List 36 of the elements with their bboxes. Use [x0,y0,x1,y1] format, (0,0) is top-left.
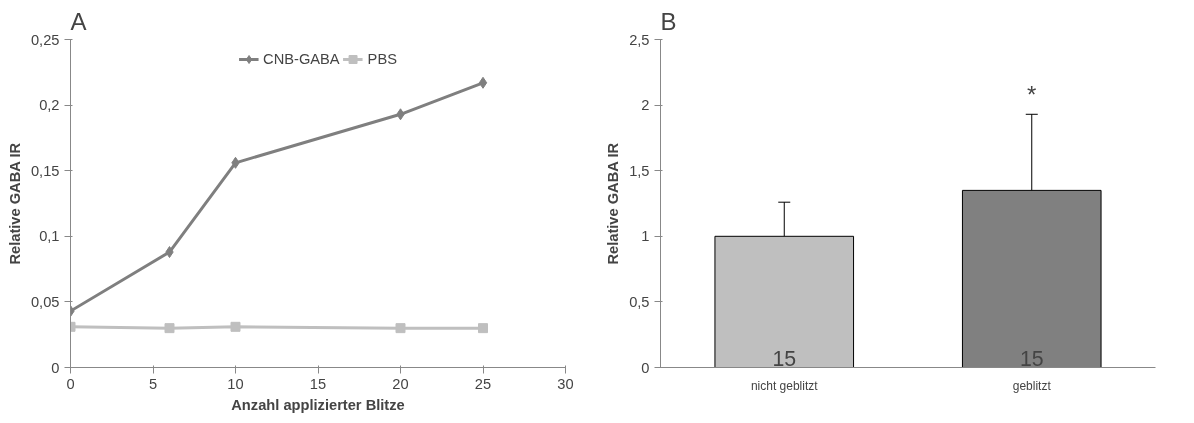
x-tick-label: 0 [66,375,75,392]
y-tick-label: 0,15 [30,162,60,179]
y-tick-label: 0,25 [30,31,60,48]
point [164,323,175,334]
y-tick-label: 0,5 [629,293,650,310]
x-tick-label: 20 [392,375,409,392]
point [478,76,488,89]
x-tick-label: 5 [148,375,158,392]
annotation: * [1027,81,1037,109]
x-axis-title: Anzahl applizierter Blitze [231,396,405,413]
x-tick-label: geblitzt [1012,378,1052,393]
point [478,323,488,334]
x-tick-label: 15 [309,375,327,392]
legend-label: PBS [367,51,397,67]
x-tick-label: 10 [227,375,244,392]
x-tick-label: 25 [474,375,492,392]
point [230,321,241,332]
chart-title: B [660,7,677,35]
y-tick-label: 1 [641,228,650,245]
x-tick-label: nicht geblitzt [750,378,819,393]
y-axis-title: Relative GABA IR [6,142,23,265]
y-tick-label: 2 [641,97,650,114]
y-tick-label: 2,5 [629,31,650,48]
y-axis-title: Relative GABA IR [605,142,622,265]
y-tick-label: 0,1 [39,228,60,245]
chart-title: A [70,7,87,35]
y-tick-label: 0,2 [39,97,60,114]
legend-label: CNB-GABA [263,51,340,67]
y-tick-label: 0 [641,359,650,376]
y-tick-label: 1,5 [629,162,650,179]
annotation: 15 [772,346,797,371]
y-tick-label: 0 [51,359,60,376]
annotation: 15 [1019,346,1044,371]
point [395,323,406,334]
y-tick-label: 0,05 [30,293,60,310]
x-tick-label: 30 [557,375,574,392]
